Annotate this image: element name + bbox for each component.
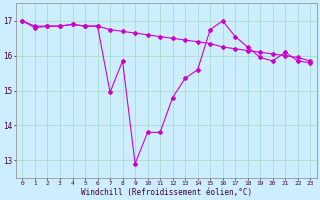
X-axis label: Windchill (Refroidissement éolien,°C): Windchill (Refroidissement éolien,°C) bbox=[81, 188, 252, 197]
